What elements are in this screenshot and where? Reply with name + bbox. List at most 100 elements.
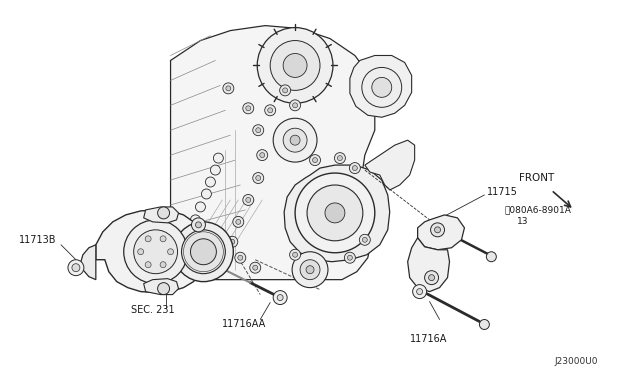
Circle shape — [268, 108, 273, 113]
Circle shape — [256, 128, 260, 133]
Circle shape — [253, 173, 264, 183]
Polygon shape — [81, 245, 96, 280]
Circle shape — [213, 153, 223, 163]
Circle shape — [260, 153, 265, 158]
Circle shape — [310, 155, 321, 166]
Text: Ⓑ080A6-8901A: Ⓑ080A6-8901A — [504, 205, 571, 214]
Circle shape — [253, 125, 264, 136]
Circle shape — [191, 218, 205, 232]
Circle shape — [292, 252, 328, 288]
Circle shape — [68, 260, 84, 276]
Circle shape — [290, 249, 301, 260]
Circle shape — [270, 41, 320, 90]
Circle shape — [233, 217, 244, 227]
Circle shape — [257, 150, 268, 161]
Circle shape — [157, 283, 170, 295]
Circle shape — [138, 249, 143, 255]
Text: J23000U0: J23000U0 — [554, 357, 598, 366]
Circle shape — [160, 236, 166, 242]
Circle shape — [283, 128, 307, 152]
Text: 13: 13 — [517, 217, 529, 227]
Circle shape — [372, 77, 392, 97]
Circle shape — [246, 198, 251, 202]
Circle shape — [243, 103, 253, 114]
Polygon shape — [365, 140, 415, 190]
Circle shape — [300, 260, 320, 280]
Text: 11713B: 11713B — [19, 235, 56, 245]
Text: 11715: 11715 — [488, 187, 518, 197]
Polygon shape — [418, 215, 465, 250]
Circle shape — [202, 189, 211, 199]
Circle shape — [157, 207, 170, 219]
Circle shape — [195, 202, 205, 212]
Circle shape — [486, 252, 497, 262]
Circle shape — [417, 289, 422, 295]
Circle shape — [295, 173, 375, 253]
Text: 11716A: 11716A — [410, 334, 447, 344]
Circle shape — [227, 236, 238, 247]
Circle shape — [348, 255, 353, 260]
Circle shape — [413, 285, 427, 299]
Circle shape — [145, 236, 151, 242]
Polygon shape — [143, 207, 179, 223]
Circle shape — [246, 106, 251, 111]
Circle shape — [312, 158, 317, 163]
Circle shape — [362, 67, 402, 107]
Polygon shape — [408, 238, 449, 292]
Circle shape — [265, 105, 276, 116]
Circle shape — [72, 264, 80, 272]
Circle shape — [182, 230, 225, 274]
Circle shape — [243, 195, 253, 205]
Circle shape — [236, 219, 241, 224]
Circle shape — [306, 266, 314, 274]
Circle shape — [292, 252, 298, 257]
Polygon shape — [171, 26, 375, 280]
Circle shape — [359, 234, 371, 245]
Circle shape — [353, 166, 357, 170]
Circle shape — [173, 257, 184, 267]
Circle shape — [257, 28, 333, 103]
Polygon shape — [284, 165, 390, 262]
Circle shape — [191, 239, 216, 265]
Circle shape — [335, 153, 346, 164]
Circle shape — [292, 103, 298, 108]
Circle shape — [191, 215, 200, 225]
Circle shape — [179, 243, 189, 253]
Circle shape — [173, 222, 234, 282]
Circle shape — [435, 227, 440, 233]
Circle shape — [290, 135, 300, 145]
Circle shape — [429, 275, 435, 280]
Circle shape — [211, 165, 220, 175]
Circle shape — [424, 271, 438, 285]
Circle shape — [273, 118, 317, 162]
Circle shape — [134, 230, 177, 274]
Text: 11716AA: 11716AA — [222, 320, 267, 330]
Circle shape — [145, 262, 151, 268]
Polygon shape — [96, 210, 204, 293]
Circle shape — [431, 223, 445, 237]
Circle shape — [253, 265, 258, 270]
Circle shape — [283, 54, 307, 77]
Circle shape — [160, 262, 166, 268]
Circle shape — [195, 222, 202, 228]
Circle shape — [230, 239, 235, 244]
Polygon shape — [350, 55, 412, 117]
Circle shape — [280, 85, 291, 96]
Circle shape — [184, 229, 195, 239]
Circle shape — [283, 88, 287, 93]
Circle shape — [277, 295, 283, 301]
Circle shape — [337, 155, 342, 161]
Circle shape — [205, 177, 216, 187]
Circle shape — [325, 203, 345, 223]
Circle shape — [124, 220, 188, 283]
Circle shape — [479, 320, 490, 330]
Circle shape — [250, 262, 260, 273]
Circle shape — [168, 249, 173, 255]
Text: SEC. 231: SEC. 231 — [131, 305, 174, 315]
Circle shape — [238, 255, 243, 260]
Circle shape — [344, 252, 355, 263]
Circle shape — [362, 237, 367, 242]
Circle shape — [235, 252, 246, 263]
Text: FRONT: FRONT — [519, 173, 554, 183]
Circle shape — [223, 83, 234, 94]
